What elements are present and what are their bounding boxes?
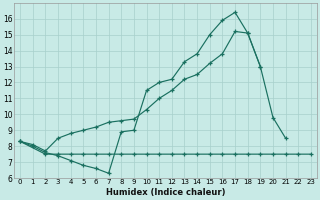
X-axis label: Humidex (Indice chaleur): Humidex (Indice chaleur) (106, 188, 225, 197)
